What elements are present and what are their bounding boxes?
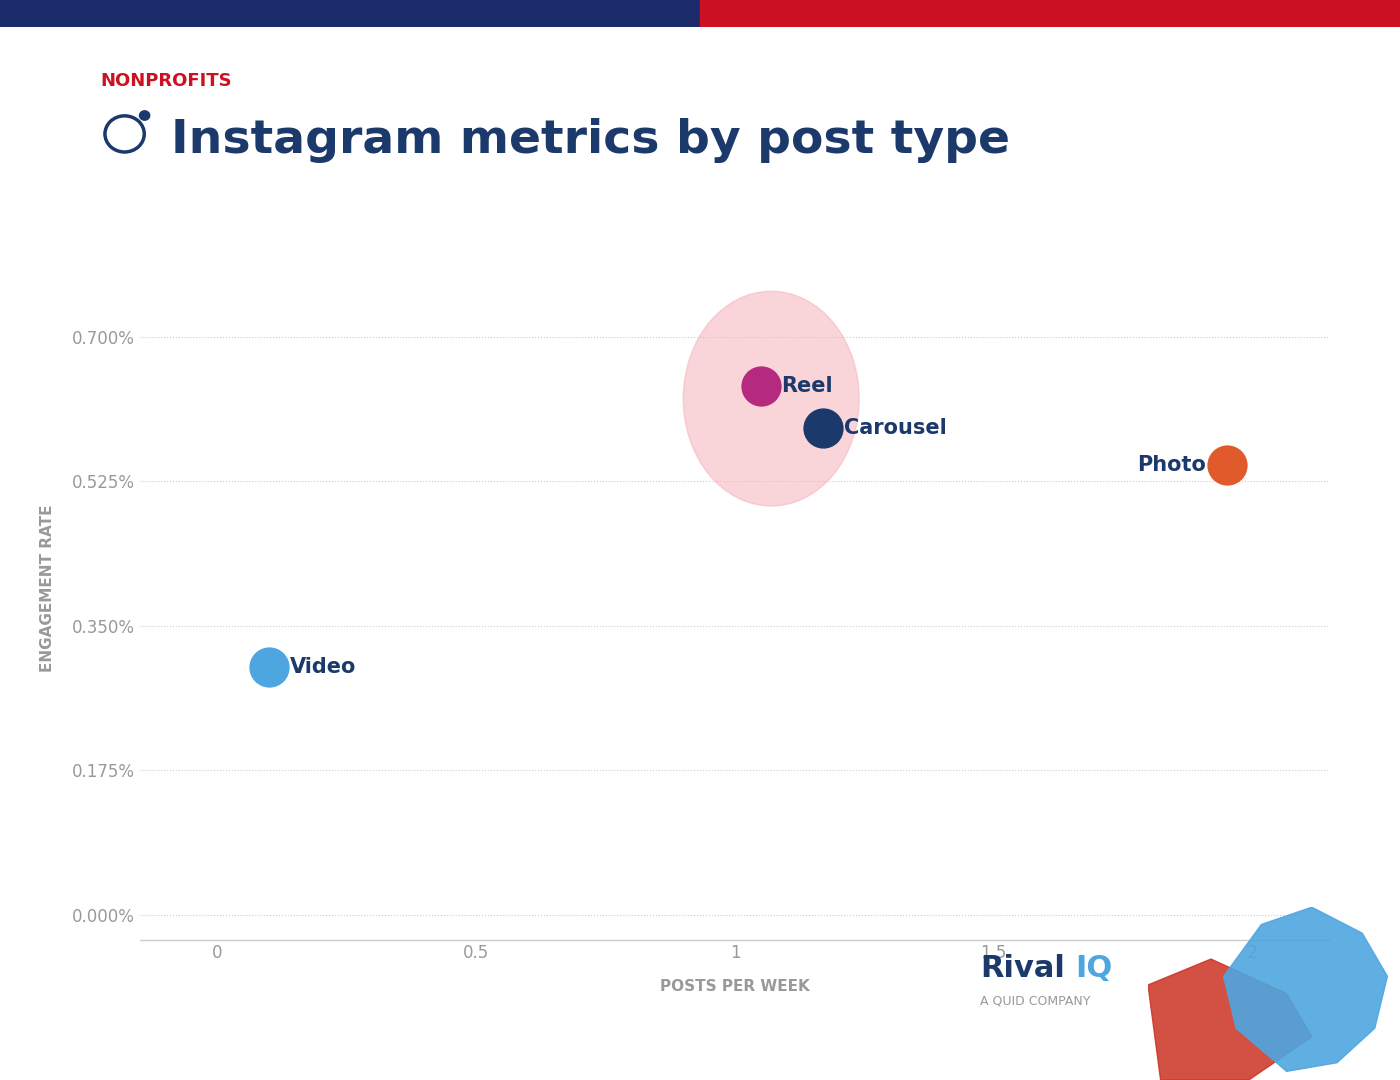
- Text: Video: Video: [290, 657, 357, 677]
- Polygon shape: [1224, 907, 1387, 1071]
- Text: Instagram metrics by post type: Instagram metrics by post type: [171, 119, 1009, 163]
- Point: [749, 378, 771, 395]
- Bar: [700, 0, 1400, 27]
- Point: [258, 659, 280, 676]
- Y-axis label: ENGAGEMENT RATE: ENGAGEMENT RATE: [41, 504, 56, 673]
- Circle shape: [140, 111, 150, 120]
- Text: Carousel: Carousel: [844, 418, 946, 437]
- Text: Rival: Rival: [980, 955, 1065, 984]
- Text: IQ: IQ: [1075, 955, 1113, 984]
- Polygon shape: [1148, 959, 1312, 1080]
- Text: A QUID COMPANY: A QUID COMPANY: [980, 995, 1091, 1008]
- Point: [1215, 456, 1238, 473]
- Ellipse shape: [683, 292, 860, 507]
- Text: NONPROFITS: NONPROFITS: [101, 72, 232, 91]
- Point: [812, 419, 834, 436]
- X-axis label: POSTS PER WEEK: POSTS PER WEEK: [661, 980, 809, 994]
- Text: Reel: Reel: [781, 376, 833, 396]
- Bar: [0, 0, 700, 27]
- Text: Photo: Photo: [1137, 455, 1205, 475]
